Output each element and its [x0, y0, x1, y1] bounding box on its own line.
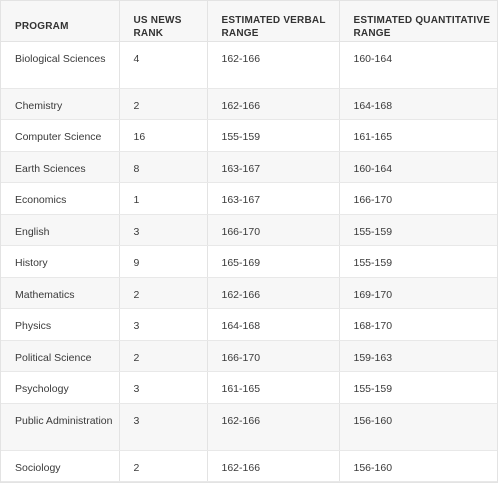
cell-rank: 9 [119, 245, 208, 278]
cell-rank: 4 [119, 41, 208, 89]
cell-program: Earth Sciences [1, 151, 120, 183]
table-row: Biological Sciences 4 162-166 160-164 [1, 41, 497, 89]
cell-program: History [1, 245, 120, 278]
cell-rank: 8 [119, 151, 208, 183]
header-us-news-rank: US NEWS RANK [119, 1, 208, 42]
table-row: Psychology 3 161-165 155-159 [1, 371, 497, 404]
header-row: PROGRAM US NEWS RANK ESTIMATED VERBAL RA… [1, 1, 497, 42]
cell-rank: 3 [119, 308, 208, 341]
table-row: Political Science 2 166-170 159-163 [1, 340, 497, 372]
cell-rank: 3 [119, 214, 208, 246]
header-quant-range: ESTIMATED QUANTITATIVE RANGE [339, 1, 497, 42]
cell-quant: 166-170 [339, 182, 497, 215]
table-row: History 9 165-169 155-159 [1, 245, 497, 278]
cell-quant: 161-165 [339, 119, 497, 152]
cell-program: English [1, 214, 120, 246]
table-row: Sociology 2 162-166 156-160 [1, 450, 497, 482]
cell-verbal: 162-166 [207, 403, 340, 451]
table-row: English 3 166-170 155-159 [1, 214, 497, 246]
cell-verbal: 166-170 [207, 214, 340, 246]
table-row: Computer Science 16 155-159 161-165 [1, 119, 497, 152]
cell-program: Sociology [1, 450, 120, 482]
cell-quant: 156-160 [339, 403, 497, 451]
cell-verbal: 166-170 [207, 340, 340, 372]
cell-quant: 168-170 [339, 308, 497, 341]
cell-quant: 169-170 [339, 277, 497, 309]
cell-verbal: 162-166 [207, 88, 340, 120]
cell-program: Physics [1, 308, 120, 341]
cell-verbal: 162-166 [207, 41, 340, 89]
cell-program: Economics [1, 182, 120, 215]
cell-rank: 16 [119, 119, 208, 152]
cell-rank: 2 [119, 340, 208, 372]
cell-verbal: 163-167 [207, 182, 340, 215]
cell-program: Biological Sciences [1, 41, 120, 89]
cell-rank: 2 [119, 88, 208, 120]
header-program: PROGRAM [1, 1, 120, 42]
cell-program: Mathematics [1, 277, 120, 309]
cell-rank: 2 [119, 277, 208, 309]
table-row: Physics 3 164-168 168-170 [1, 308, 497, 341]
header-verbal-range: ESTIMATED VERBAL RANGE [207, 1, 340, 42]
cell-quant: 155-159 [339, 371, 497, 404]
cell-rank: 2 [119, 450, 208, 482]
cell-quant: 156-160 [339, 450, 497, 482]
cell-program: Public Administration [1, 403, 120, 451]
table-row: Economics 1 163-167 166-170 [1, 182, 497, 215]
cell-program: Political Science [1, 340, 120, 372]
cell-rank: 3 [119, 371, 208, 404]
cell-verbal: 162-166 [207, 277, 340, 309]
cell-quant: 155-159 [339, 245, 497, 278]
cell-program: Computer Science [1, 119, 120, 152]
cell-verbal: 161-165 [207, 371, 340, 404]
table-body: Biological Sciences 4 162-166 160-164 Ch… [1, 41, 497, 482]
table-header: PROGRAM US NEWS RANK ESTIMATED VERBAL RA… [1, 1, 497, 42]
cell-rank: 1 [119, 182, 208, 215]
cell-verbal: 163-167 [207, 151, 340, 183]
cell-quant: 160-164 [339, 41, 497, 89]
cell-rank: 3 [119, 403, 208, 451]
cell-quant: 159-163 [339, 340, 497, 372]
table-row: Chemistry 2 162-166 164-168 [1, 88, 497, 120]
cell-quant: 155-159 [339, 214, 497, 246]
cell-verbal: 162-166 [207, 450, 340, 482]
table-row: Earth Sciences 8 163-167 160-164 [1, 151, 497, 183]
cell-program: Chemistry [1, 88, 120, 120]
cell-quant: 160-164 [339, 151, 497, 183]
cell-quant: 164-168 [339, 88, 497, 120]
cell-verbal: 164-168 [207, 308, 340, 341]
table-row: Public Administration 3 162-166 156-160 [1, 403, 497, 451]
table-row: Mathematics 2 162-166 169-170 [1, 277, 497, 309]
cell-verbal: 155-159 [207, 119, 340, 152]
cell-program: Psychology [1, 371, 120, 404]
cell-verbal: 165-169 [207, 245, 340, 278]
